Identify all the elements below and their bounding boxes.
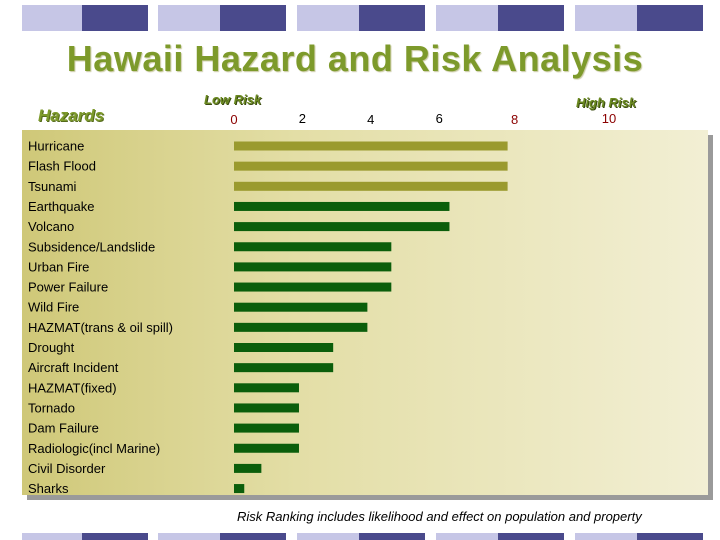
bar <box>234 403 299 413</box>
page-title: Hawaii Hazard and Risk Analysis <box>66 38 644 79</box>
x-tick-label-6: 6 <box>436 111 443 126</box>
bar <box>234 363 334 373</box>
bottom-decor-band <box>0 533 720 540</box>
bar <box>234 302 368 312</box>
category-label: Earthquake <box>28 199 95 214</box>
category-label: Flash Flood <box>28 159 96 174</box>
x-tick-label-2: 2 <box>299 111 306 126</box>
bar <box>234 484 245 494</box>
x-tick-label-4: 4 <box>367 112 374 127</box>
category-label: Tsunami <box>28 179 77 194</box>
bar <box>234 383 299 393</box>
category-label: Dam Failure <box>28 421 99 436</box>
bar <box>234 322 368 332</box>
x-tick-label-0: 0 <box>230 112 237 127</box>
category-label: Subsidence/Landslide <box>28 239 155 254</box>
x-tick-label-10: 10 <box>602 111 616 126</box>
top-decor-band <box>0 0 720 36</box>
category-label: Sharks <box>28 481 69 496</box>
high-risk-heading: High Risk <box>576 95 636 110</box>
bar <box>234 141 508 151</box>
category-label: HAZMAT(fixed) <box>28 380 117 395</box>
hazards-heading: Hazards <box>38 106 105 125</box>
bar <box>234 463 262 473</box>
category-label: Urban Fire <box>28 259 89 274</box>
category-label: HAZMAT(trans & oil spill) <box>28 320 173 335</box>
bar <box>234 443 299 453</box>
low-risk-heading: Low Risk <box>204 92 262 107</box>
category-label: Radiologic(incl Marine) <box>28 441 160 456</box>
category-label: Volcano <box>28 219 74 234</box>
bar <box>234 343 334 352</box>
bar <box>234 161 508 171</box>
bar <box>234 423 299 433</box>
bar <box>234 262 392 272</box>
category-label: Tornado <box>28 400 75 415</box>
category-label: Power Failure <box>28 280 108 295</box>
bar <box>234 201 450 211</box>
bar <box>234 181 508 191</box>
bar <box>234 282 392 292</box>
bar <box>234 242 392 252</box>
bar <box>234 222 450 232</box>
category-label: Civil Disorder <box>28 461 106 476</box>
footnote: Risk Ranking includes likelihood and eff… <box>237 509 642 524</box>
category-label: Hurricane <box>28 139 84 154</box>
x-tick-label-8: 8 <box>511 112 518 127</box>
category-label: Drought <box>28 340 75 355</box>
category-label: Aircraft Incident <box>28 360 119 375</box>
category-label: Wild Fire <box>28 300 79 315</box>
chart-panel <box>22 130 708 495</box>
